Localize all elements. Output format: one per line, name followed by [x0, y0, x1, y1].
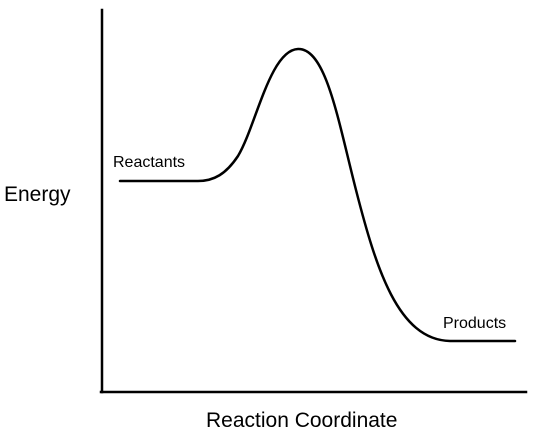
energy-curve: [118, 47, 517, 343]
reactants-label: Reactants: [113, 154, 186, 171]
products-label: Products: [443, 315, 507, 332]
x-axis-label: Reaction Coordinate: [206, 409, 398, 432]
y-axis-label: Energy: [4, 183, 71, 206]
